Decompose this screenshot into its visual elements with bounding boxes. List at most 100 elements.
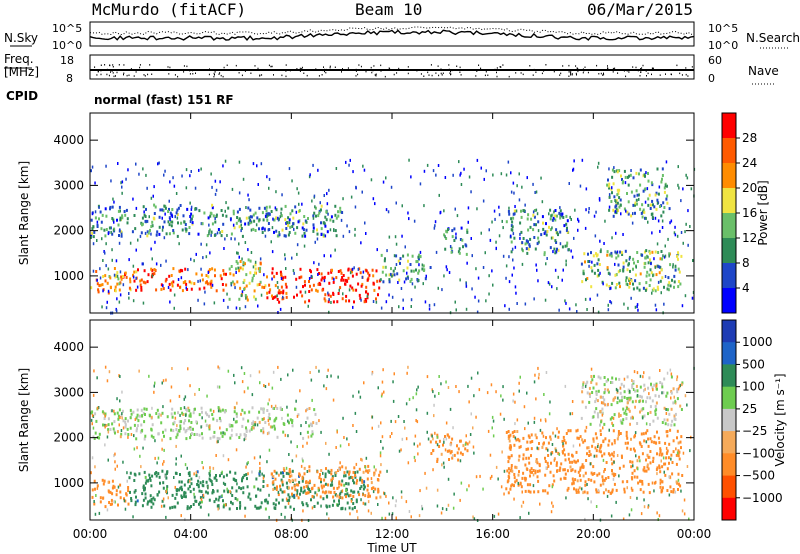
heatmap-cell — [162, 405, 164, 409]
heatmap-cell — [665, 446, 668, 450]
heatmap-cell — [175, 192, 178, 195]
heatmap-cell — [162, 209, 165, 213]
heatmap-cell — [246, 477, 248, 481]
nave-point — [360, 65, 362, 68]
heatmap-cell — [525, 239, 528, 243]
heatmap-cell — [680, 446, 682, 450]
heatmap-cell — [308, 465, 311, 469]
heatmap-cell — [235, 433, 238, 437]
heatmap-cell — [613, 439, 616, 443]
heatmap-cell — [301, 479, 304, 483]
heatmap-cell — [324, 491, 327, 495]
heatmap-cell — [104, 365, 107, 369]
heatmap-cell — [361, 282, 364, 286]
heatmap-cell — [278, 233, 281, 237]
nave-point — [265, 69, 267, 71]
heatmap-cell — [287, 472, 290, 476]
heatmap-cell — [465, 252, 468, 256]
heatmap-cell — [315, 421, 318, 425]
heatmap-cell — [164, 428, 167, 432]
heatmap-cell — [118, 205, 121, 209]
heatmap-cell — [535, 397, 537, 401]
nave-point — [289, 69, 291, 71]
heatmap-cell — [449, 245, 452, 248]
heatmap-cell — [476, 310, 479, 314]
heatmap-cell — [524, 489, 527, 493]
heatmap-cell — [376, 279, 379, 283]
nave-point — [625, 75, 627, 78]
nave-point — [527, 69, 529, 71]
heatmap-cell — [112, 197, 114, 201]
heatmap-cell — [381, 392, 383, 396]
nave-point — [324, 68, 326, 71]
heatmap-cell — [513, 430, 516, 433]
heatmap-cell — [516, 418, 519, 422]
heatmap-cell — [553, 210, 555, 214]
heatmap-cell — [352, 495, 355, 498]
heatmap-cell — [564, 244, 567, 248]
heatmap-cell — [577, 228, 579, 232]
heatmap-cell — [189, 201, 191, 205]
heatmap-cell — [337, 210, 339, 214]
colorbar-swatch — [722, 238, 736, 264]
heatmap-cell — [439, 210, 442, 214]
heatmap-cell — [677, 478, 680, 482]
heatmap-cell — [643, 469, 646, 473]
heatmap-cell — [419, 182, 422, 186]
heatmap-cell — [348, 288, 351, 292]
heatmap-cell — [288, 470, 291, 474]
heatmap-cell — [365, 285, 368, 289]
heatmap-cell — [436, 433, 439, 437]
heatmap-cell — [638, 400, 641, 404]
heatmap-cell — [349, 271, 352, 275]
heatmap-cell — [122, 419, 125, 423]
heatmap-cell — [279, 215, 282, 219]
heatmap-cell — [291, 419, 294, 423]
heatmap-cell — [336, 300, 339, 304]
heatmap-cell — [394, 420, 397, 424]
heatmap-cell — [350, 268, 353, 272]
heatmap-cell — [330, 301, 332, 304]
heatmap-cell — [514, 465, 517, 469]
heatmap-cell — [393, 372, 395, 376]
heatmap-cell — [628, 513, 631, 517]
heatmap-cell — [378, 286, 381, 290]
heatmap-cell — [339, 210, 342, 213]
heatmap-cell — [632, 267, 634, 271]
heatmap-cell — [647, 412, 649, 416]
heatmap-cell — [678, 385, 681, 389]
heatmap-cell — [334, 474, 337, 477]
heatmap-cell — [508, 471, 511, 475]
heatmap-cell — [436, 460, 439, 463]
heatmap-cell — [614, 262, 616, 266]
heatmap-cell — [207, 216, 210, 220]
heatmap-cell — [302, 228, 305, 231]
heatmap-cell — [146, 280, 149, 284]
nave-tick-bottom: 0 — [708, 72, 715, 85]
heatmap-cell — [511, 273, 513, 277]
heatmap-cell — [345, 489, 348, 493]
heatmap-cell — [620, 399, 623, 403]
heatmap-cell — [549, 217, 552, 221]
heatmap-cell — [293, 495, 296, 499]
heatmap-cell — [267, 419, 270, 422]
heatmap-cell — [291, 486, 294, 490]
heatmap-cell — [282, 295, 284, 299]
heatmap-cell — [293, 295, 295, 299]
heatmap-cell — [359, 476, 362, 480]
heatmap-cell — [357, 282, 360, 286]
heatmap-cell — [639, 385, 642, 389]
heatmap-cell — [232, 273, 235, 277]
heatmap-cell — [531, 440, 534, 443]
heatmap-cell — [101, 237, 103, 241]
heatmap-cell — [177, 411, 179, 415]
heatmap-cell — [431, 388, 433, 392]
heatmap-cell — [240, 412, 242, 416]
heatmap-cell — [266, 409, 269, 412]
heatmap-cell — [102, 275, 105, 278]
heatmap-cell — [347, 267, 350, 271]
heatmap-cell — [636, 193, 639, 197]
heatmap-cell — [254, 297, 257, 301]
heatmap-cell — [599, 376, 602, 380]
heatmap-cell — [503, 492, 505, 496]
